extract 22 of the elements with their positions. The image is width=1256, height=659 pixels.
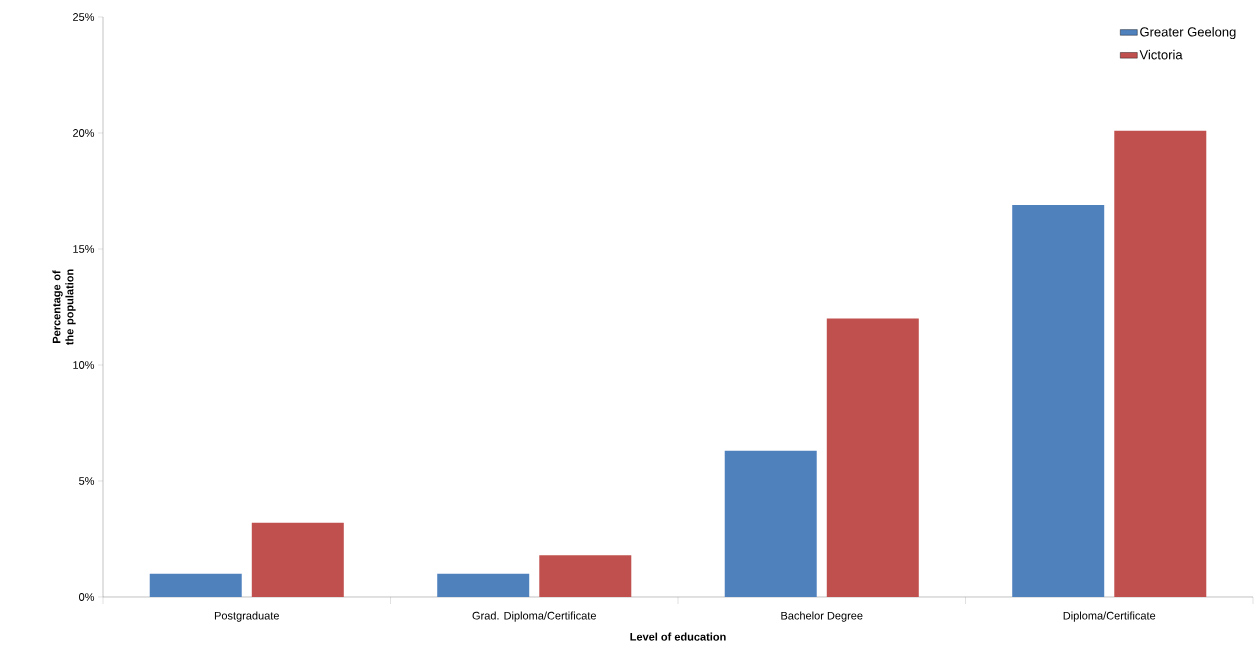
x-axis-title: Level of education <box>630 632 726 641</box>
y-tick-label: 0% <box>79 593 95 601</box>
y-tick-label: 25% <box>73 13 95 21</box>
y-tick-label: 20% <box>73 129 95 137</box>
y-axis-title: Percentage of the population <box>52 269 76 346</box>
bar <box>826 318 919 597</box>
bar <box>539 555 632 597</box>
y-tick-label: 15% <box>73 245 95 253</box>
legend-label: Greater Geelong <box>1140 26 1236 40</box>
x-tick-label: Postgraduate <box>214 611 279 622</box>
bar <box>1114 130 1207 597</box>
bar <box>724 450 817 597</box>
bar <box>437 573 530 597</box>
y-tick-label: 5% <box>79 477 95 485</box>
y-tick-label: 10% <box>73 361 95 369</box>
x-tick-label: Grad. Diploma/Certificate <box>472 611 596 622</box>
bar <box>149 573 242 597</box>
x-tick-label: Diploma/Certificate <box>1063 611 1156 622</box>
legend-label: Victoria <box>1139 49 1183 60</box>
bar <box>251 522 344 597</box>
bar <box>1012 204 1105 597</box>
x-tick-label: Bachelor Degree <box>781 611 863 622</box>
